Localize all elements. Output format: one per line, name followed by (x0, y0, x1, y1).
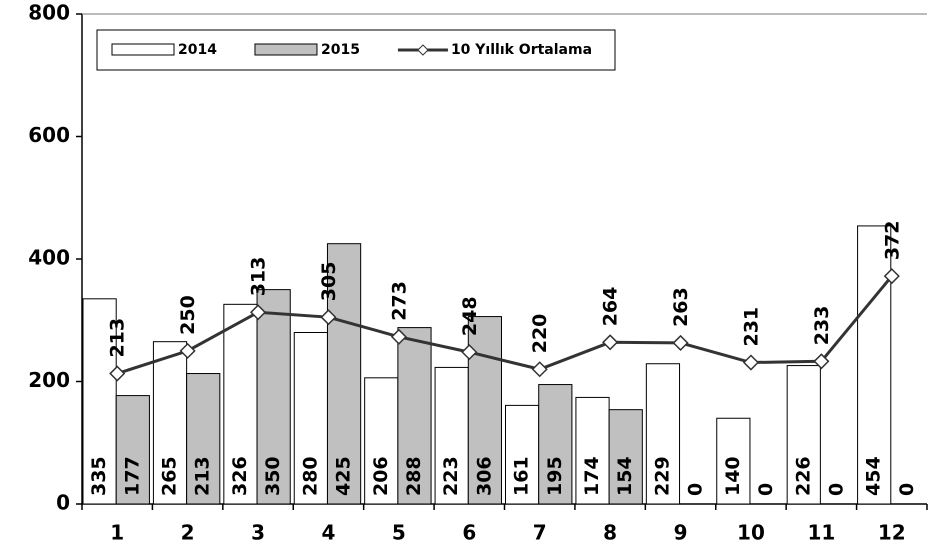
bar-value-label: 226 (792, 456, 814, 496)
legend-marker (417, 44, 429, 56)
x-tick-label: 5 (392, 521, 406, 545)
x-tick-label: 9 (674, 521, 688, 545)
line-marker (602, 334, 619, 351)
y-tick-label: 600 (28, 123, 70, 147)
bar (223, 303, 258, 505)
line-marker (320, 309, 337, 326)
x-tick-label: 11 (807, 521, 835, 545)
x-tick-label: 12 (878, 521, 906, 545)
bar (364, 377, 399, 505)
bar (716, 417, 751, 505)
legend-label: 10 Yıllık Ortalama (451, 42, 592, 58)
line (116, 275, 893, 375)
x-tick-label: 3 (251, 521, 265, 545)
bar-value-label: 213 (192, 456, 214, 496)
bar-value-label: 174 (581, 456, 603, 496)
bar (326, 243, 362, 505)
line-value-label: 305 (318, 262, 340, 302)
bar (857, 225, 892, 505)
bar (293, 332, 328, 505)
bar-value-label: 454 (863, 456, 885, 496)
y-tick-label: 0 (56, 491, 70, 515)
legend-swatch (254, 43, 318, 56)
y-tick-label: 400 (28, 246, 70, 270)
x-tick-label: 4 (321, 521, 335, 545)
bar (434, 366, 469, 505)
line-value-label: 220 (529, 314, 551, 354)
bar-value-label: 206 (370, 456, 392, 496)
bar-value-label: 265 (159, 456, 181, 496)
bar-value-label: 350 (262, 456, 284, 496)
x-tick-label: 6 (462, 521, 476, 545)
x-tick-label: 2 (181, 521, 195, 545)
bar (786, 365, 821, 505)
y-tick-label: 200 (28, 368, 70, 392)
x-tick-label: 10 (737, 521, 765, 545)
line-marker (249, 304, 267, 321)
line-marker (390, 328, 407, 345)
bar (397, 327, 432, 505)
line-value-label: 248 (459, 296, 481, 336)
bar (115, 395, 150, 505)
line-value-label: 233 (811, 306, 833, 346)
bar-value-label: 177 (121, 456, 143, 496)
bar-value-label: 0 (896, 483, 918, 496)
line-marker (813, 353, 830, 370)
line-value-label: 263 (670, 287, 692, 327)
line-marker (883, 268, 900, 285)
line-value-label: 264 (600, 287, 622, 327)
x-tick-label: 8 (603, 521, 617, 545)
bar-value-label: 0 (685, 483, 707, 496)
bar-value-label: 425 (333, 456, 355, 496)
bar-value-label: 326 (229, 456, 251, 496)
x-tick-label: 7 (533, 521, 547, 545)
bar-value-label: 288 (403, 456, 425, 496)
legend-label: 2015 (321, 42, 360, 58)
bar-value-label: 0 (825, 483, 847, 496)
bar-value-label: 195 (544, 456, 566, 496)
bar-value-label: 335 (88, 456, 110, 496)
line-value-label: 213 (107, 318, 129, 358)
bar-value-label: 229 (651, 456, 673, 496)
bar-value-label: 280 (299, 456, 321, 496)
y-tick-label: 800 (28, 1, 70, 25)
legend-box (96, 29, 616, 71)
bar-value-label: 161 (511, 456, 533, 496)
bar (467, 316, 502, 505)
bar (256, 289, 291, 505)
x-tick-label: 1 (110, 521, 124, 545)
line-marker (531, 361, 548, 378)
line-marker (179, 342, 196, 359)
bar (538, 384, 573, 505)
bar (608, 409, 643, 505)
line-value-label: 372 (881, 220, 903, 260)
bar (645, 363, 681, 505)
legend-label: 2014 (178, 42, 217, 58)
line-value-label: 250 (177, 295, 199, 335)
bar-value-label: 140 (722, 456, 744, 496)
bar (186, 373, 221, 505)
bar-value-label: 0 (755, 483, 777, 496)
line-marker (742, 354, 760, 371)
bar (575, 396, 610, 505)
line-value-label: 273 (388, 281, 410, 321)
line-marker (109, 365, 126, 382)
line-marker (672, 334, 689, 351)
line-value-label: 231 (740, 307, 762, 347)
line-value-label: 313 (248, 257, 270, 297)
bar-value-label: 154 (614, 456, 636, 496)
bar-value-label: 223 (440, 456, 462, 496)
legend-swatch (111, 43, 175, 56)
bar-value-label: 306 (473, 456, 495, 496)
line-marker (461, 344, 478, 361)
